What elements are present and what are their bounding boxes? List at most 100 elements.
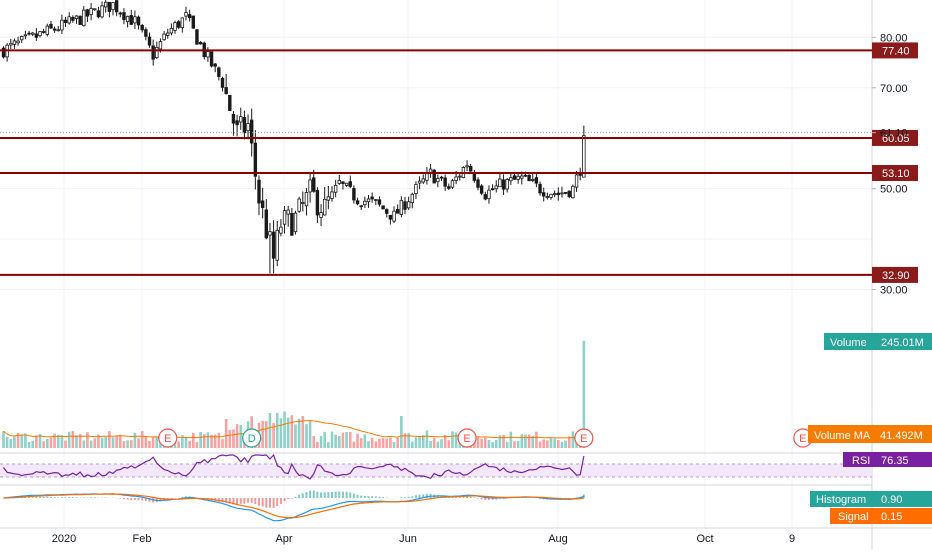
volume-bar xyxy=(269,413,272,448)
volume-bar xyxy=(126,440,129,448)
candle xyxy=(360,205,363,210)
candle xyxy=(112,2,115,15)
candle xyxy=(225,74,228,95)
volume-bar xyxy=(185,437,188,448)
candle xyxy=(134,10,137,29)
candle xyxy=(396,204,399,213)
candle xyxy=(426,167,429,184)
volume-bar xyxy=(192,433,195,448)
volume-bar xyxy=(6,437,9,448)
candle xyxy=(232,111,235,136)
candle xyxy=(422,174,425,184)
time-tick-label: Apr xyxy=(275,533,292,545)
volume-bar xyxy=(90,440,93,448)
volume-bar xyxy=(115,436,118,448)
level-label: 32.90 xyxy=(882,270,910,282)
volume-bar xyxy=(221,439,224,448)
candle xyxy=(316,187,319,223)
histogram-bar xyxy=(76,497,78,498)
candle xyxy=(345,183,348,187)
volume-bar xyxy=(72,431,75,448)
volume-bar xyxy=(561,442,564,448)
histogram-bar xyxy=(127,498,129,499)
histogram-bar xyxy=(484,498,486,500)
candle xyxy=(356,198,359,206)
volume-bar xyxy=(382,438,385,448)
volume-bar xyxy=(396,438,399,448)
histogram-bar xyxy=(400,497,402,498)
histogram-bar xyxy=(302,493,304,498)
candle xyxy=(90,3,93,20)
histogram-bar xyxy=(105,497,107,498)
histogram-bar xyxy=(316,492,318,498)
volume-bar xyxy=(506,442,509,448)
volume-bar xyxy=(177,441,180,448)
volume-bar xyxy=(342,433,345,448)
candle xyxy=(488,185,491,203)
candle xyxy=(287,206,290,227)
earnings-marker[interactable]: E xyxy=(159,429,177,447)
volume-bar xyxy=(510,432,513,448)
volume-bar xyxy=(502,435,505,448)
histogram-bar xyxy=(382,497,384,498)
candle xyxy=(513,174,516,180)
dividend-marker[interactable]: D xyxy=(243,429,261,447)
candle xyxy=(152,40,155,66)
candle xyxy=(39,31,42,37)
volume-bar xyxy=(10,439,13,448)
volume-bar xyxy=(440,439,443,448)
volume-bar xyxy=(75,435,78,448)
candle xyxy=(199,41,202,45)
histogram-bar xyxy=(309,491,311,498)
volume-bar xyxy=(280,418,283,448)
candle xyxy=(418,176,421,189)
histogram-bar xyxy=(123,498,125,499)
histogram-bar xyxy=(473,497,475,498)
candle xyxy=(568,190,571,198)
candle xyxy=(404,197,407,214)
candle xyxy=(557,187,560,200)
candle xyxy=(185,7,188,21)
histogram-bar xyxy=(119,498,121,499)
histogram-bar xyxy=(364,496,366,498)
histogram-bar xyxy=(247,498,249,503)
candle xyxy=(291,208,294,236)
earnings-marker[interactable]: E xyxy=(458,429,476,447)
histogram-bar xyxy=(371,496,373,498)
candle xyxy=(101,1,104,18)
price-tick-label: 50.00 xyxy=(880,184,908,196)
volume-bar xyxy=(203,434,206,448)
histogram-bar xyxy=(50,497,52,498)
volume-ma-line xyxy=(4,421,584,438)
histogram-bar xyxy=(83,497,85,498)
volume-value: 245.01M xyxy=(881,337,924,349)
earnings-marker[interactable]: E xyxy=(575,429,593,447)
candle xyxy=(265,199,268,239)
candle xyxy=(104,0,107,13)
volume-bar xyxy=(517,441,520,448)
volume-bar xyxy=(276,413,279,448)
histogram-bar xyxy=(134,498,136,500)
volume-bar xyxy=(521,434,524,448)
time-tick-label: 2020 xyxy=(52,533,76,545)
candle xyxy=(276,221,279,266)
candle xyxy=(517,172,520,183)
volume-bar xyxy=(188,441,191,448)
candle xyxy=(177,20,180,29)
horizontal-grid xyxy=(0,0,872,290)
rsi-label: RSI 76.35 xyxy=(843,452,932,467)
volume-bar xyxy=(411,442,414,448)
histogram-bar xyxy=(353,494,355,498)
volume-bar xyxy=(239,425,242,448)
candle xyxy=(261,188,264,218)
candle xyxy=(502,174,505,195)
candle xyxy=(137,16,140,30)
candle xyxy=(97,7,100,18)
volume-bar xyxy=(156,437,159,448)
candle xyxy=(400,196,403,217)
volume-bar xyxy=(35,435,38,448)
